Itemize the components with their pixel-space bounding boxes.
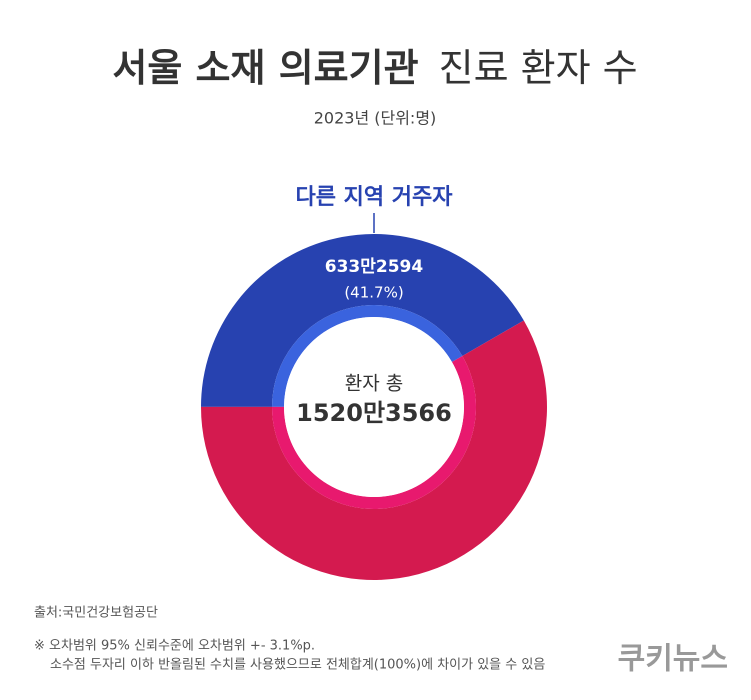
- donut: 다른 지역 거주자 633만2594 (41.7%) 환자 총 1520만3566: [200, 185, 547, 581]
- total-value: 1520만3566: [296, 399, 452, 427]
- donut-segment: [200, 320, 547, 581]
- percentage-label: (41.7%): [344, 284, 403, 302]
- subtitle: 2023년 (단위:명): [314, 109, 437, 128]
- chart-title: 서울 소재 의료기관 진료 환자 수: [112, 46, 637, 90]
- total-label: 환자 총: [345, 373, 403, 395]
- title-regular: 진료 환자 수: [439, 46, 638, 90]
- title-bold: 서울 소재 의료기관: [112, 46, 418, 90]
- note: ※ 오차범위 95% 신뢰수준에 오차범위 +- 3.1%p.: [34, 639, 315, 654]
- inner-ring-segment: [272, 304, 463, 407]
- value-label: 633만2594: [325, 257, 424, 277]
- source: 출처:국민건강보험공단: [34, 606, 158, 621]
- logo: 쿠키뉴스: [618, 642, 728, 677]
- note: 소수점 두자리 이하 반올림된 수치를 사용했으므로 전체합계(100%)에 차…: [50, 657, 545, 673]
- category-label: 다른 지역 거주자: [296, 185, 454, 210]
- donut-segment: [201, 234, 524, 407]
- donut-hole: [284, 317, 464, 497]
